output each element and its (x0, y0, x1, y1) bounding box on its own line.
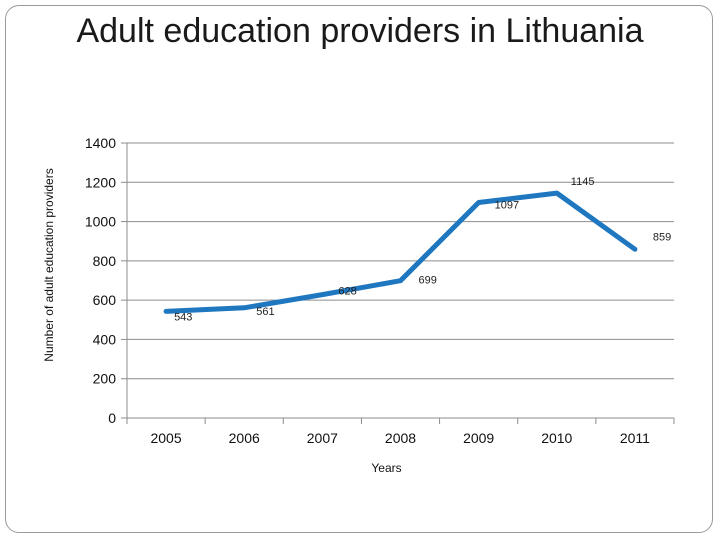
data-point (554, 191, 559, 196)
y-tick-label: 400 (93, 331, 117, 347)
chart-title: Adult education providers in Lithuania (76, 12, 644, 50)
x-tick-label: 2006 (229, 430, 260, 446)
data-point (242, 305, 247, 310)
y-tick-label: 0 (108, 410, 116, 426)
data-label: 699 (419, 275, 437, 287)
data-point (476, 200, 481, 205)
series-group (163, 190, 638, 314)
data-label: 859 (653, 231, 671, 243)
y-axis-title: Number of adult education providers (42, 168, 56, 361)
x-tick-label: 2005 (150, 430, 181, 446)
data-point (164, 309, 169, 314)
x-axis-title: Years (371, 461, 401, 475)
y-tick-label: 800 (93, 253, 117, 269)
y-tick-label: 1400 (85, 135, 116, 151)
data-label: 1097 (495, 200, 519, 212)
series-line-0 (163, 190, 638, 314)
x-tick-label: 2010 (541, 430, 572, 446)
data-label: 543 (174, 311, 192, 323)
data-label: 561 (256, 306, 274, 318)
y-tick-label: 1200 (85, 174, 116, 190)
y-tick-labels: 0 200 400 600 800 1000 1200 1400 (85, 135, 116, 426)
x-tick-label: 2011 (620, 430, 650, 446)
data-labels: 543 561 628 699 1097 1145 859 (174, 176, 671, 323)
data-point (632, 247, 637, 252)
data-point (320, 292, 325, 297)
y-tick-label: 1000 (85, 214, 116, 230)
x-tick-labels: 2005 2006 2007 2008 2009 2010 2011 (150, 430, 650, 446)
data-label: 1145 (571, 176, 595, 188)
slide-frame (5, 5, 713, 533)
gridlines (127, 142, 674, 380)
axes (121, 142, 675, 424)
data-label: 628 (338, 286, 356, 298)
x-tick-label: 2007 (307, 430, 338, 446)
y-tick-label: 600 (93, 292, 117, 308)
x-tick-label: 2008 (385, 430, 416, 446)
data-point (398, 278, 403, 283)
x-tick-label: 2009 (463, 430, 494, 446)
y-tick-label: 200 (93, 371, 117, 387)
